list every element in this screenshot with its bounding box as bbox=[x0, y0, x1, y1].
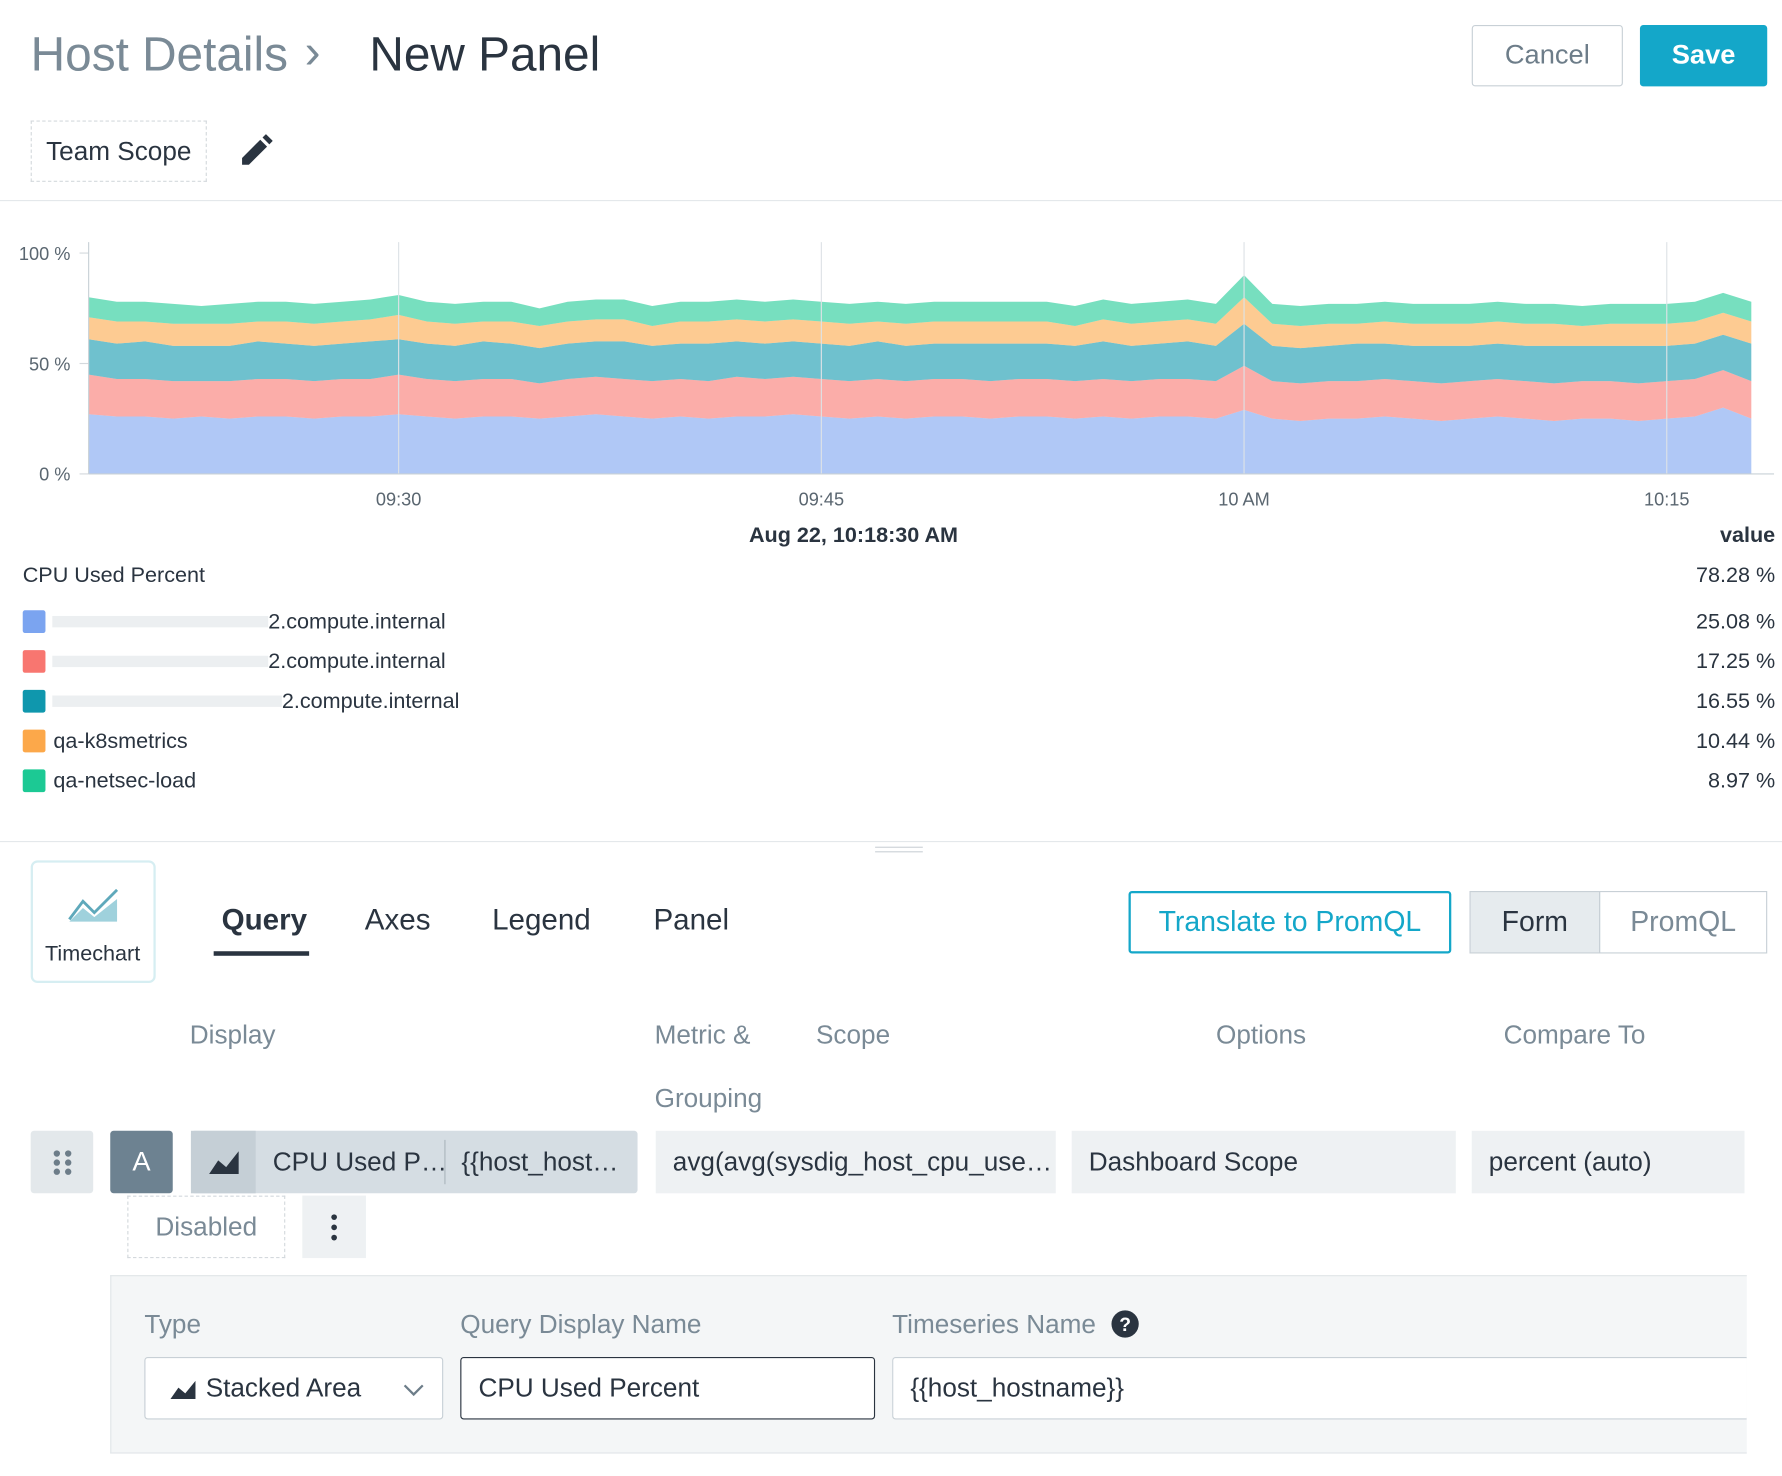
y-tick-label: 50 % bbox=[29, 354, 70, 374]
column-header: Compare To bbox=[1503, 1019, 1646, 1049]
display-name: CPU Used P… bbox=[272, 1146, 448, 1177]
drag-icon bbox=[53, 1150, 72, 1175]
column-header: Options bbox=[1216, 1019, 1307, 1049]
area bbox=[88, 297, 1752, 349]
edit-icon[interactable] bbox=[239, 134, 273, 168]
stacked-area-icon bbox=[170, 1380, 196, 1400]
kebab-icon bbox=[331, 1214, 337, 1241]
tab-underline bbox=[213, 951, 310, 956]
name-input[interactable]: CPU Used Percent bbox=[460, 1356, 876, 1420]
area bbox=[88, 275, 1752, 326]
legend-value: 16.55 % bbox=[1696, 688, 1775, 713]
cancel-button[interactable]: Cancel bbox=[1471, 25, 1623, 87]
legend-label: 2.compute.internal bbox=[282, 688, 460, 713]
column-header: Display bbox=[189, 1019, 276, 1049]
legend-total: 78.28 % bbox=[1696, 562, 1775, 587]
field-label: Type bbox=[144, 1309, 202, 1339]
area bbox=[88, 323, 1752, 384]
display-icon-box bbox=[190, 1130, 256, 1194]
legend-value: 10.44 % bbox=[1696, 728, 1775, 753]
field-label: Query Display Name bbox=[460, 1309, 702, 1339]
legend-label: qa-k8smetrics bbox=[53, 728, 188, 753]
redaction bbox=[52, 615, 269, 628]
tab[interactable]: Legend bbox=[492, 902, 591, 937]
legend-swatch bbox=[22, 689, 46, 713]
divider bbox=[0, 840, 1782, 843]
chart-type-label: Timechart bbox=[45, 942, 141, 967]
status-button[interactable]: Disabled bbox=[127, 1195, 286, 1259]
legend-label: qa-netsec-load bbox=[53, 768, 196, 793]
legend-swatch bbox=[22, 729, 46, 753]
area bbox=[88, 365, 1752, 421]
legend-label: 2.compute.internal bbox=[268, 648, 446, 673]
separator bbox=[444, 1139, 446, 1185]
more-button[interactable] bbox=[302, 1195, 366, 1259]
tab[interactable]: Query bbox=[221, 902, 308, 937]
divider bbox=[0, 200, 1782, 202]
tab[interactable]: Axes bbox=[364, 902, 431, 937]
scope-button[interactable]: Team Scope bbox=[30, 120, 207, 182]
legend-swatch bbox=[22, 769, 46, 793]
legend-value-header: value bbox=[1720, 522, 1775, 547]
translate-button[interactable]: Translate to PromQL bbox=[1128, 891, 1452, 954]
chart-type-card[interactable]: Timechart bbox=[30, 860, 156, 984]
drag-handle[interactable] bbox=[30, 1130, 94, 1194]
type-value: Stacked Area bbox=[205, 1372, 362, 1403]
mode-toggle[interactable]: Form bbox=[1469, 891, 1601, 954]
y-tick-label: 100 % bbox=[19, 244, 71, 264]
page-title: New Panel bbox=[369, 27, 601, 81]
compare-field[interactable]: percent (auto) bbox=[1471, 1130, 1745, 1194]
redaction bbox=[52, 655, 269, 668]
legend-value: 25.08 % bbox=[1696, 608, 1775, 633]
help-icon[interactable]: ? bbox=[1110, 1309, 1140, 1339]
tab[interactable]: Panel bbox=[653, 902, 730, 937]
type-select[interactable]: Stacked Area bbox=[144, 1356, 444, 1420]
redaction bbox=[52, 695, 282, 707]
display-field[interactable]: CPU Used P… {{host_host… bbox=[190, 1130, 638, 1194]
mode-toggle[interactable]: PromQL bbox=[1599, 891, 1768, 954]
column-header: Scope bbox=[815, 1019, 891, 1049]
legend-swatch bbox=[22, 610, 46, 634]
legend-value: 8.97 % bbox=[1708, 768, 1775, 793]
x-tick-label: 10:15 bbox=[1644, 490, 1689, 510]
chevron-icon bbox=[403, 1384, 424, 1397]
legend-label: 2.compute.internal bbox=[268, 608, 446, 633]
field-label: Timeseries Name bbox=[892, 1309, 1096, 1339]
stacked-area-icon bbox=[209, 1151, 239, 1174]
scope-field[interactable]: Dashboard Scope bbox=[1071, 1130, 1456, 1194]
x-tick-label: 09:30 bbox=[376, 490, 421, 510]
timeseries-name: {{host_host… bbox=[461, 1146, 619, 1177]
breadcrumb-separator: › bbox=[304, 25, 321, 79]
query-letter[interactable]: A bbox=[110, 1130, 173, 1194]
metric-field[interactable]: avg(avg(sysdig_host_cpu_use… bbox=[655, 1130, 1056, 1194]
svg-text:?: ? bbox=[1119, 1315, 1131, 1336]
resize-handle[interactable] bbox=[875, 846, 923, 853]
legend-title: CPU Used Percent bbox=[23, 562, 205, 587]
timechart-icon bbox=[68, 888, 119, 922]
x-tick-label: 09:45 bbox=[799, 490, 844, 510]
y-tick-label: 0 % bbox=[39, 465, 70, 485]
plot bbox=[88, 275, 1752, 474]
legend-time: Aug 22, 10:18:30 AM bbox=[749, 522, 958, 547]
timeseries-input[interactable]: {{host_hostname}} bbox=[892, 1356, 1747, 1420]
legend-value: 17.25 % bbox=[1696, 648, 1775, 673]
save-button[interactable]: Save bbox=[1639, 25, 1768, 87]
x-tick-label: 10 AM bbox=[1218, 490, 1270, 510]
column-header: Metric & Grouping bbox=[654, 1019, 763, 1113]
legend-swatch bbox=[22, 650, 46, 673]
breadcrumb[interactable]: Host Details bbox=[30, 27, 288, 81]
chart: Aug 22, 10:18:30 AM value CPU Used Perce… bbox=[19, 242, 1775, 793]
area bbox=[88, 407, 1752, 474]
